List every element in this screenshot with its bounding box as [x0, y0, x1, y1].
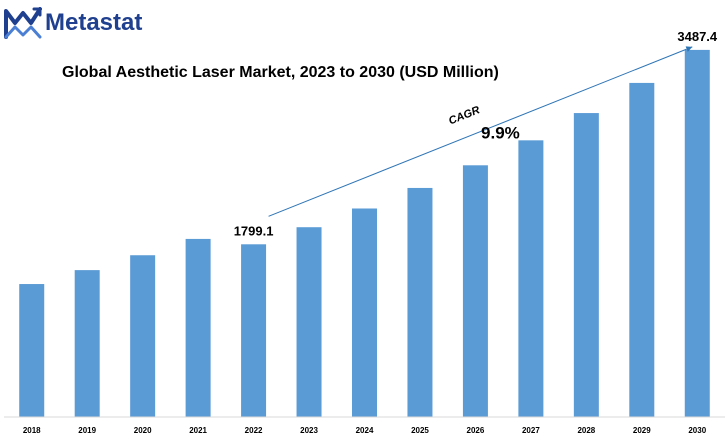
bar-2019	[74, 270, 100, 417]
x-tick-2018: 2018	[23, 426, 41, 435]
bar-2022	[241, 244, 267, 417]
bar-2024	[352, 208, 377, 417]
data-labels: 1799.1 3487.4	[234, 29, 718, 238]
x-tick-2030: 2030	[688, 426, 706, 435]
bar-2030	[684, 49, 710, 418]
brand-logo: Metastat	[4, 6, 142, 40]
bar-2029	[629, 82, 655, 418]
x-axis-ticks: 2018 2019 2020 2021 2022 2023 2024 2025 2026 2027…	[23, 426, 707, 435]
bar-2025	[407, 187, 433, 417]
bar-2018	[19, 284, 45, 417]
x-tick-2022: 2022	[245, 426, 263, 435]
cagr-label: CAGR	[447, 104, 482, 127]
bar-2020	[130, 255, 156, 417]
x-tick-2027: 2027	[522, 426, 540, 435]
x-tick-2021: 2021	[189, 426, 207, 435]
x-tick-2029: 2029	[633, 426, 651, 435]
metastat-logo-icon	[4, 7, 42, 39]
x-tick-2025: 2025	[411, 426, 429, 435]
x-tick-2023: 2023	[300, 426, 318, 435]
bar-2028	[573, 113, 599, 418]
x-tick-2020: 2020	[134, 426, 152, 435]
brand-name: Metastat	[45, 9, 143, 36]
cagr-arrow	[268, 46, 693, 217]
x-tick-2024: 2024	[356, 426, 374, 435]
chart-title: Global Aesthetic Laser Market, 2023 to 2…	[62, 64, 499, 81]
bar-2021	[185, 238, 211, 417]
data-label-2030: 3487.4	[677, 29, 718, 44]
x-tick-2028: 2028	[577, 426, 595, 435]
bar-2026	[462, 165, 488, 417]
cagr-value: 9.9%	[481, 124, 520, 143]
bar-2027	[518, 140, 544, 417]
bars-group	[19, 49, 710, 418]
x-tick-2019: 2019	[78, 426, 96, 435]
bar-2023	[296, 227, 322, 417]
x-tick-2026: 2026	[467, 426, 485, 435]
data-label-2022: 1799.1	[234, 223, 274, 238]
